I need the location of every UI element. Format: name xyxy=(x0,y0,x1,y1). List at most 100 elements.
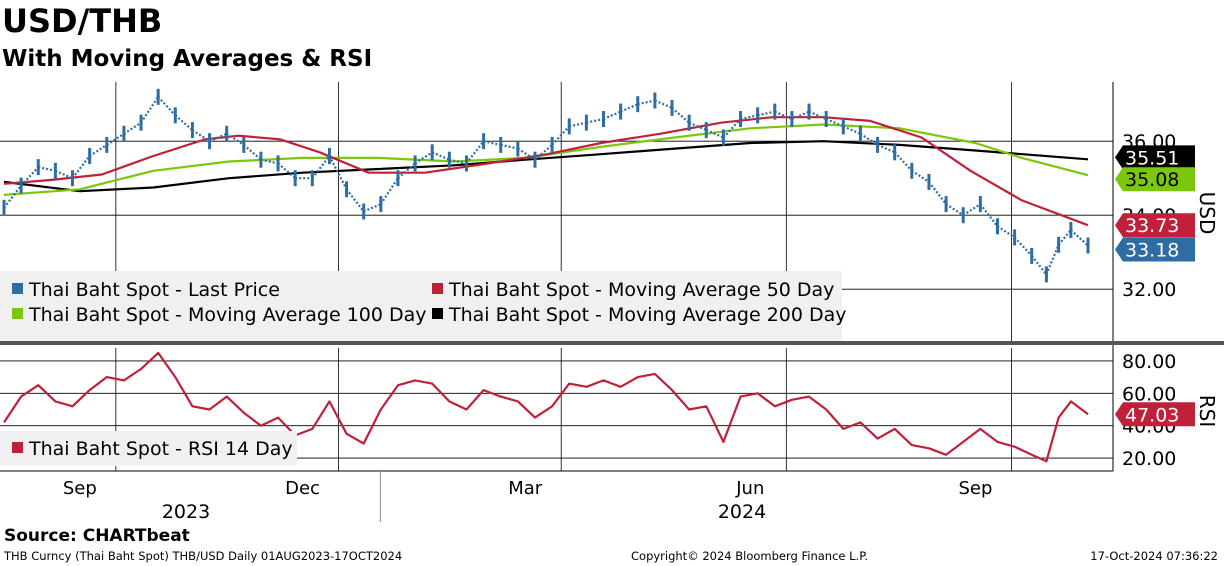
last-price-segment xyxy=(791,110,810,121)
last-price-tag xyxy=(1115,237,1195,262)
panel-divider xyxy=(0,341,1224,345)
source-label: Source: CHARTbeat xyxy=(4,526,190,546)
last-price-segment xyxy=(1045,244,1060,275)
legend-swatch-ma50 xyxy=(432,283,443,294)
rsi-legend: Thai Baht Spot - RSI 14 Day xyxy=(0,431,297,466)
footer-ticker-info: THB Curncy (Thai Baht Spot) THB/USD Dail… xyxy=(4,549,403,563)
rsi-line xyxy=(3,351,1089,463)
last-price-segment xyxy=(3,184,22,209)
last-price-segment xyxy=(157,96,177,117)
x-tick-label-mar-2: Mar xyxy=(508,478,543,499)
last-price-segment xyxy=(379,177,399,205)
ma50-tag-label: 33.73 xyxy=(1125,215,1179,237)
last-price-segment xyxy=(637,99,656,106)
chart-title: USD/THB xyxy=(2,2,163,40)
rsi-y-tick-label: 80.00 xyxy=(1122,351,1176,373)
ma100-line xyxy=(3,123,1089,196)
last-price-segment xyxy=(757,110,776,117)
legend-swatch-rsi xyxy=(12,442,23,453)
rsi-axis-title: RSI xyxy=(1195,395,1219,428)
last-price-segment xyxy=(654,99,673,109)
last-price-segment xyxy=(414,151,433,165)
last-price-segment xyxy=(1013,236,1033,257)
last-price-segment xyxy=(89,143,108,157)
last-price-segment xyxy=(363,203,382,213)
x-tick-label-jun-3: Jun xyxy=(735,478,764,499)
last-price-segment xyxy=(911,169,930,183)
legend-label-rsi: Thai Baht Spot - RSI 14 Day xyxy=(28,438,293,460)
last-price-segment xyxy=(808,110,827,121)
legend-label-ma50: Thai Baht Spot - Moving Average 50 Day xyxy=(448,279,834,301)
legend-label-ma100: Thai Baht Spot - Moving Average 100 Day xyxy=(28,304,427,326)
last-price-segment xyxy=(825,117,844,128)
rsi-tag xyxy=(1115,402,1195,427)
x-year-label-2023: 2023 xyxy=(162,501,210,523)
last-price-segment xyxy=(260,158,279,165)
last-price-segment xyxy=(979,203,999,227)
last-price-tag-label: 33.18 xyxy=(1125,240,1179,262)
last-price-segment xyxy=(517,147,536,161)
legend-swatch-last-price xyxy=(12,283,23,294)
last-price-segment xyxy=(191,129,211,143)
legend-label-last-price: Thai Baht Spot - Last Price xyxy=(28,279,280,301)
last-price-segment xyxy=(945,203,964,217)
last-price-segment xyxy=(705,129,724,139)
rsi-legend-bg xyxy=(0,431,297,466)
last-price-segment xyxy=(586,117,604,124)
last-price-segment xyxy=(740,114,758,121)
x-tick-label-sep-0: Sep xyxy=(63,478,97,499)
last-price-segment xyxy=(500,143,519,150)
price-legend-bg xyxy=(0,271,842,341)
footer-copyright: Copyright© 2024 Bloomberg Finance L.P. xyxy=(631,549,868,563)
ma200-tag-label: 35.51 xyxy=(1125,147,1179,169)
ma100-tag xyxy=(1115,167,1195,192)
last-price-segment xyxy=(842,125,861,135)
last-price-segment xyxy=(962,203,981,217)
last-price-segment xyxy=(123,121,142,135)
price-axis-title: USD xyxy=(1195,192,1219,235)
last-price-segment xyxy=(928,181,947,205)
ma50-tag xyxy=(1115,213,1195,238)
legend-label-ma200: Thai Baht Spot - Moving Average 200 Day xyxy=(448,304,847,326)
last-price-segment xyxy=(71,155,91,179)
last-price-segment xyxy=(551,125,571,146)
legend-swatch-ma100 xyxy=(12,308,23,319)
footer-timestamp: 17-Oct-2024 07:36:22 xyxy=(1090,549,1218,563)
rsi-tag-label: 47.03 xyxy=(1125,404,1179,426)
last-price-segment xyxy=(620,103,639,113)
last-price-segment xyxy=(431,151,450,161)
last-price-segment xyxy=(20,166,40,187)
x-tick-label-sep-4: Sep xyxy=(958,478,992,499)
last-price-segment xyxy=(483,140,501,146)
last-price-segment xyxy=(893,151,913,172)
last-price-segment xyxy=(877,143,896,154)
last-price-segment xyxy=(774,110,793,121)
last-price-segment xyxy=(449,158,467,165)
last-price-segment xyxy=(722,118,742,139)
last-price-bars xyxy=(2,88,1090,283)
ma100-tag-label: 35.08 xyxy=(1125,169,1179,191)
last-price-segment xyxy=(311,155,331,179)
ma50-line xyxy=(3,116,1089,227)
last-price-segment xyxy=(688,121,707,132)
last-price-segment xyxy=(1057,229,1072,246)
rsi-y-tick-label: 60.00 xyxy=(1122,383,1176,405)
last-price-segment xyxy=(345,188,365,213)
last-price-segment xyxy=(106,132,125,146)
price-legend: Thai Baht Spot - Last Price Thai Baht Spo… xyxy=(0,271,847,341)
last-price-segment xyxy=(226,132,245,146)
last-price-segment xyxy=(603,110,622,121)
last-price-segment xyxy=(859,132,879,146)
x-tick-label-dec-1: Dec xyxy=(285,478,320,499)
last-price-segment xyxy=(209,132,228,143)
last-price-segment xyxy=(996,225,1016,239)
last-price-segment xyxy=(569,121,587,128)
legend-swatch-ma200 xyxy=(432,308,443,319)
last-price-segment xyxy=(54,169,73,180)
chart-subtitle: With Moving Averages & RSI xyxy=(2,46,373,72)
x-year-label-2024: 2024 xyxy=(718,501,766,523)
last-price-segment xyxy=(465,140,485,165)
last-price-segment xyxy=(140,96,160,124)
price-y-tick-label: 32.00 xyxy=(1122,279,1176,301)
